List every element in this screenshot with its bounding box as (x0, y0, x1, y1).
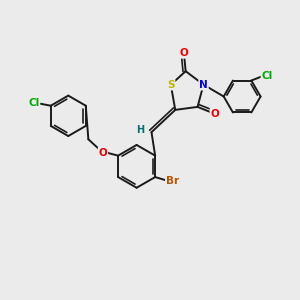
Text: H: H (136, 125, 144, 135)
Text: O: O (180, 48, 189, 58)
Text: S: S (167, 80, 175, 90)
Text: Cl: Cl (28, 98, 39, 108)
Text: O: O (210, 109, 219, 119)
Text: Br: Br (166, 176, 179, 186)
Text: N: N (199, 80, 208, 90)
Text: O: O (99, 148, 107, 158)
Text: Cl: Cl (262, 71, 273, 81)
